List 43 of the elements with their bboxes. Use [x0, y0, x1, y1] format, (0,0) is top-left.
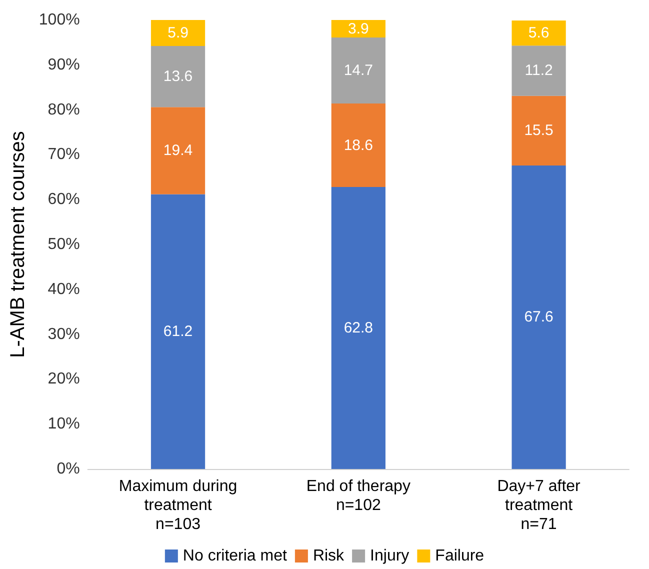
data-label: 62.8: [344, 320, 374, 337]
data-label: 15.5: [524, 122, 554, 140]
x-tick-label: Day+7 after treatment n=71: [497, 478, 582, 533]
bar: [512, 165, 566, 469]
y-tick-label: 40%: [48, 280, 80, 298]
y-tick-label: 50%: [48, 236, 80, 253]
data-label: 3.9: [348, 20, 369, 38]
y-tick-label: 10%: [48, 416, 80, 433]
y-tick-label: 0%: [56, 460, 80, 478]
data-label: 14.7: [344, 62, 374, 80]
bar: [331, 38, 386, 104]
data-label: 11.2: [524, 62, 553, 80]
data-label: 18.6: [344, 136, 374, 154]
data-label: 5.9: [168, 24, 188, 42]
y-tick-label: 20%: [48, 370, 80, 388]
x-tick-label: Maximum during treatment n=103: [118, 478, 238, 533]
legend-label: No criteria met: [182, 548, 288, 564]
y-tick-label: 90%: [48, 56, 80, 74]
bar: [512, 96, 566, 166]
y-tick-label: 100%: [38, 12, 80, 28]
bar: [150, 194, 206, 469]
x-tick-label: End of therapy n=102: [306, 478, 410, 514]
data-label: 19.4: [163, 142, 193, 160]
legend-label: Injury: [370, 548, 410, 564]
bar: [512, 46, 566, 96]
bar: [331, 187, 386, 469]
bar: [331, 20, 386, 38]
legend-label: Failure: [435, 548, 484, 564]
bar: [331, 104, 386, 188]
y-tick-label: 60%: [48, 191, 80, 208]
data-label: 5.6: [528, 24, 550, 42]
data-label: 67.6: [524, 308, 554, 326]
bar: [150, 20, 206, 46]
y-tick-label: 80%: [48, 101, 80, 118]
legend-label: Risk: [312, 548, 346, 564]
y-tick-label: 30%: [48, 326, 80, 343]
data-label: 61.2: [163, 323, 193, 340]
y-tick-label: 70%: [48, 146, 80, 164]
bar: [150, 107, 206, 194]
data-label: 13.6: [163, 68, 193, 86]
y-axis-title: L-AMB treatment courses: [7, 131, 29, 358]
bar: [150, 46, 206, 108]
bar: [512, 20, 566, 46]
